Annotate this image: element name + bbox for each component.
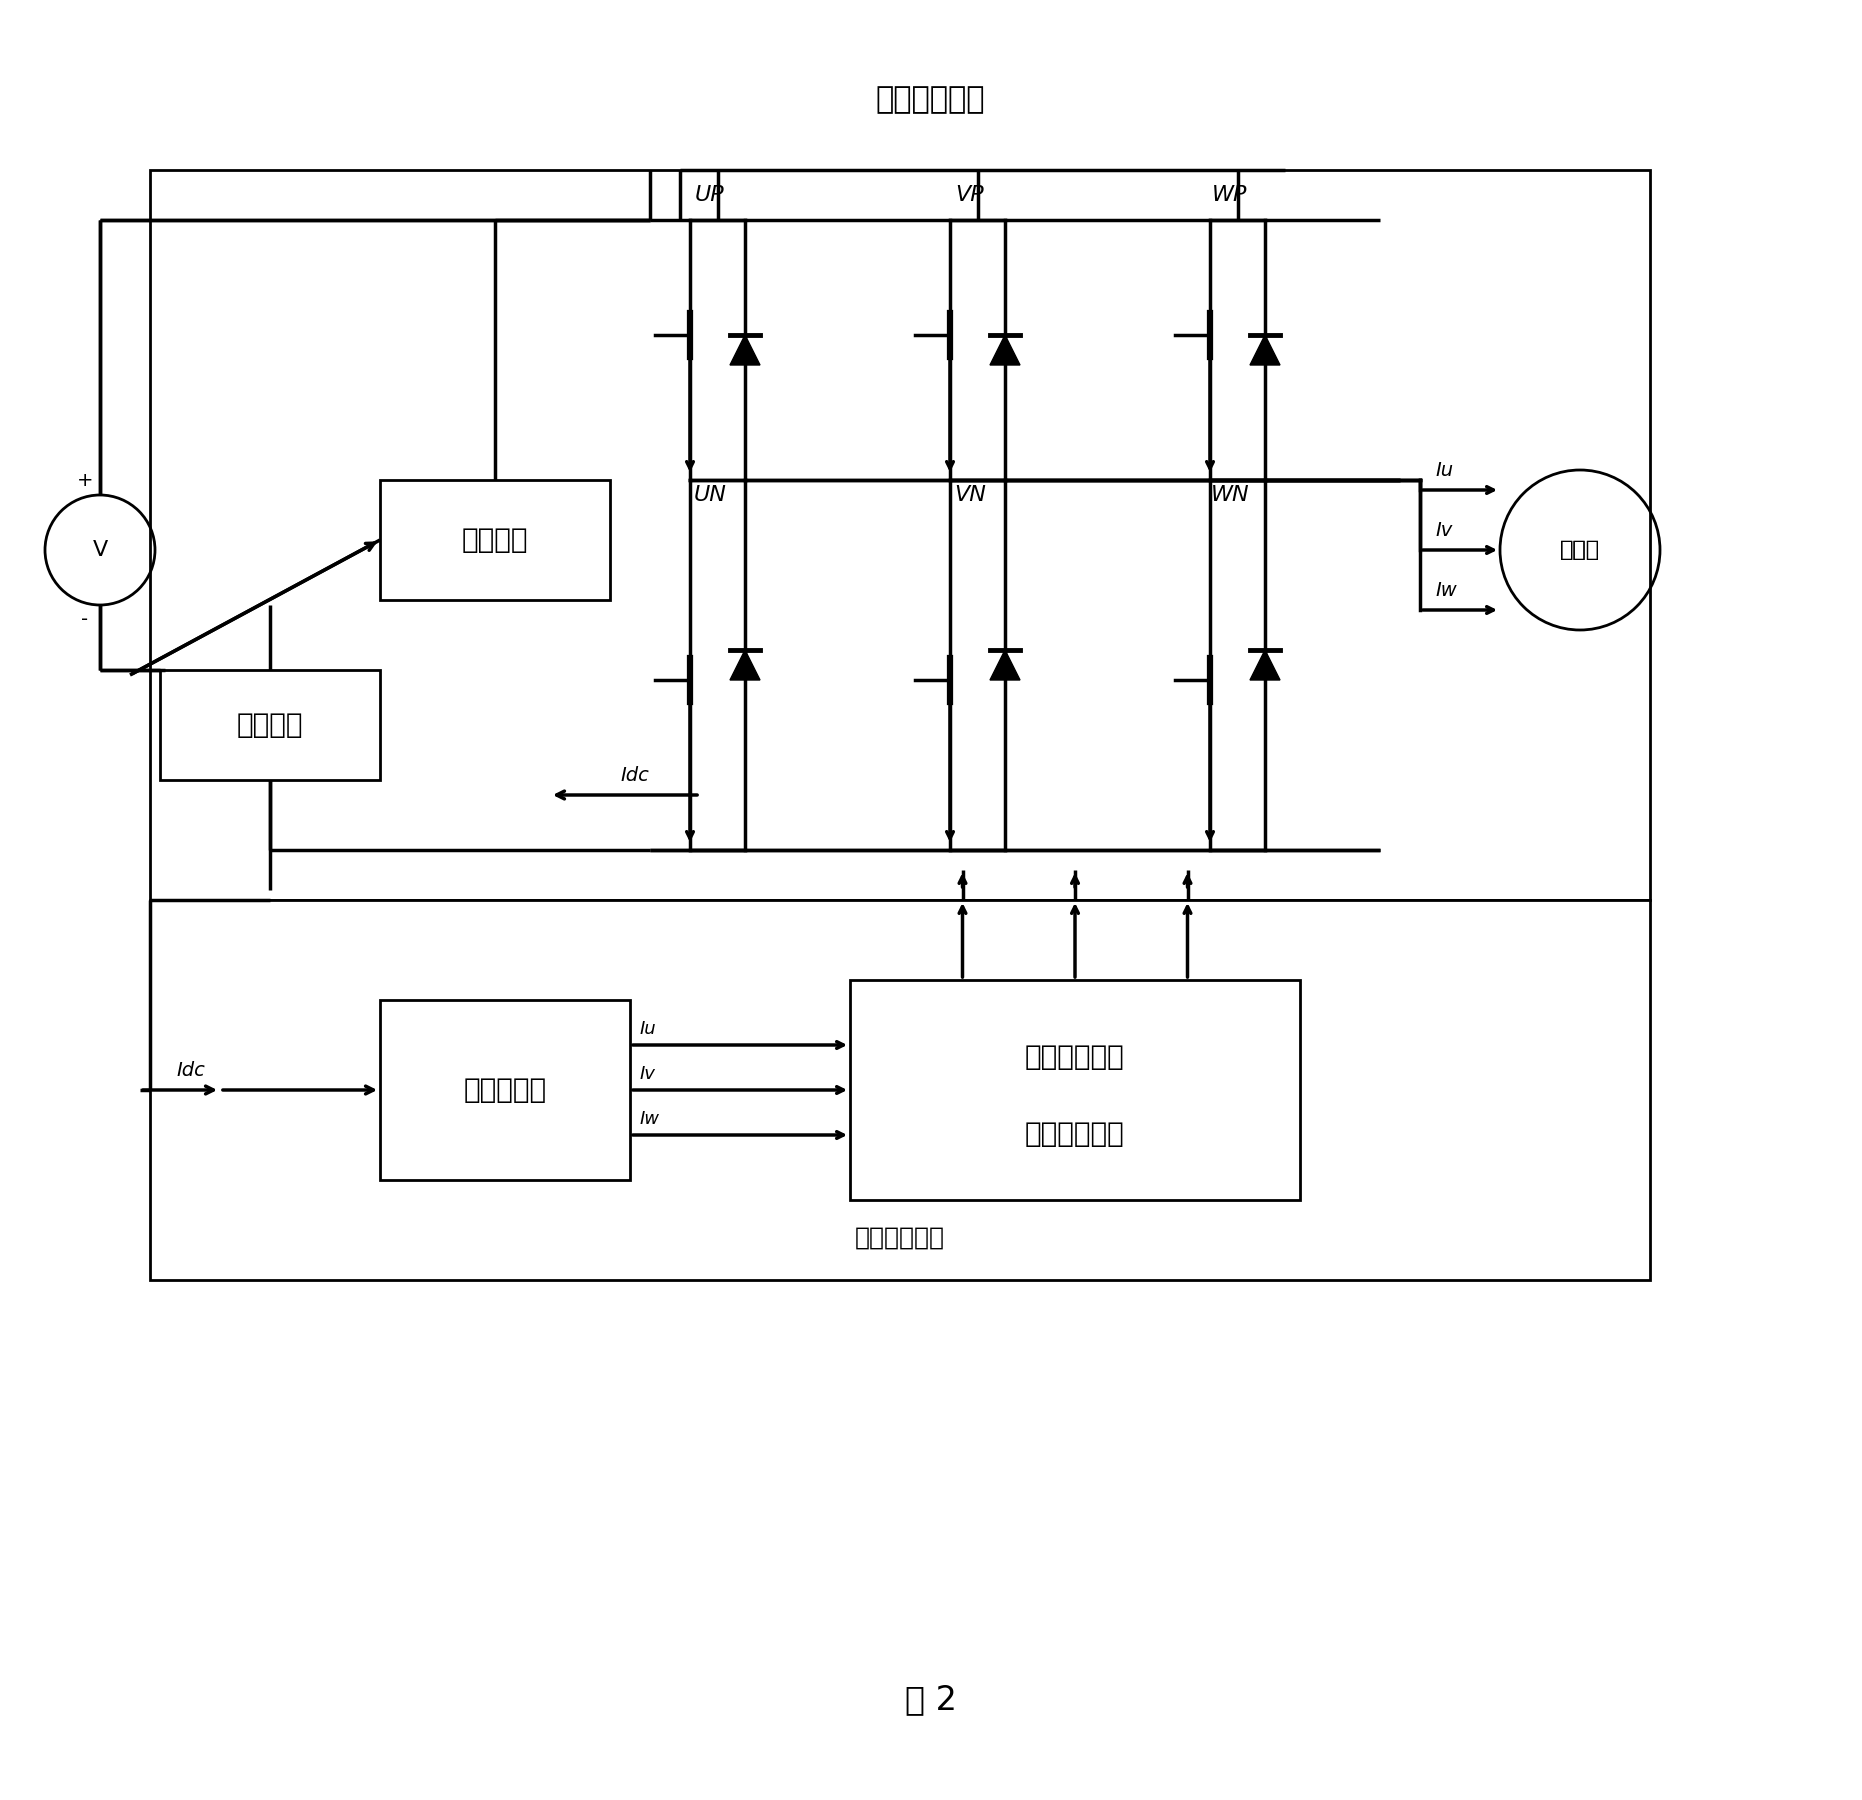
Text: Iv: Iv xyxy=(1436,520,1452,540)
Text: 图 2: 图 2 xyxy=(905,1683,957,1717)
Text: Iw: Iw xyxy=(1436,581,1456,599)
Bar xyxy=(380,1001,629,1181)
Bar xyxy=(380,481,611,599)
Text: 智能变频模块: 智能变频模块 xyxy=(875,85,985,115)
Text: 过流保护: 过流保护 xyxy=(462,526,529,554)
Text: WN: WN xyxy=(1210,484,1249,506)
Polygon shape xyxy=(1249,335,1279,365)
Bar xyxy=(849,979,1300,1201)
Text: 智能控制模块: 智能控制模块 xyxy=(855,1226,946,1249)
Text: Iw: Iw xyxy=(641,1111,659,1129)
Polygon shape xyxy=(730,650,760,680)
Polygon shape xyxy=(991,650,1020,680)
Text: 和变频控制部: 和变频控制部 xyxy=(1026,1120,1125,1148)
Polygon shape xyxy=(1249,650,1279,680)
Text: 压缩机: 压缩机 xyxy=(1560,540,1599,560)
Text: 压缩机: 压缩机 xyxy=(1560,540,1599,560)
Text: V: V xyxy=(93,540,108,560)
Text: Iu: Iu xyxy=(1436,461,1452,481)
Text: 电流演算器: 电流演算器 xyxy=(464,1076,547,1103)
Text: Idc: Idc xyxy=(177,1060,205,1080)
Text: +: + xyxy=(76,470,93,490)
Bar xyxy=(151,169,1650,900)
Text: Iu: Iu xyxy=(641,1021,657,1039)
Text: UN: UN xyxy=(693,484,726,506)
Text: 矢量控制分析: 矢量控制分析 xyxy=(1026,1042,1125,1071)
Text: WP: WP xyxy=(1212,185,1248,205)
Bar xyxy=(160,670,380,779)
Text: Idc: Idc xyxy=(620,767,650,785)
Polygon shape xyxy=(991,335,1020,365)
Text: VN: VN xyxy=(953,484,987,506)
Text: VP: VP xyxy=(955,185,985,205)
Text: Iv: Iv xyxy=(641,1066,655,1084)
Bar xyxy=(151,900,1650,1280)
Text: UP: UP xyxy=(695,185,724,205)
Text: 检测电阻: 检测电阻 xyxy=(236,711,304,740)
Polygon shape xyxy=(730,335,760,365)
Text: -: - xyxy=(82,610,89,630)
